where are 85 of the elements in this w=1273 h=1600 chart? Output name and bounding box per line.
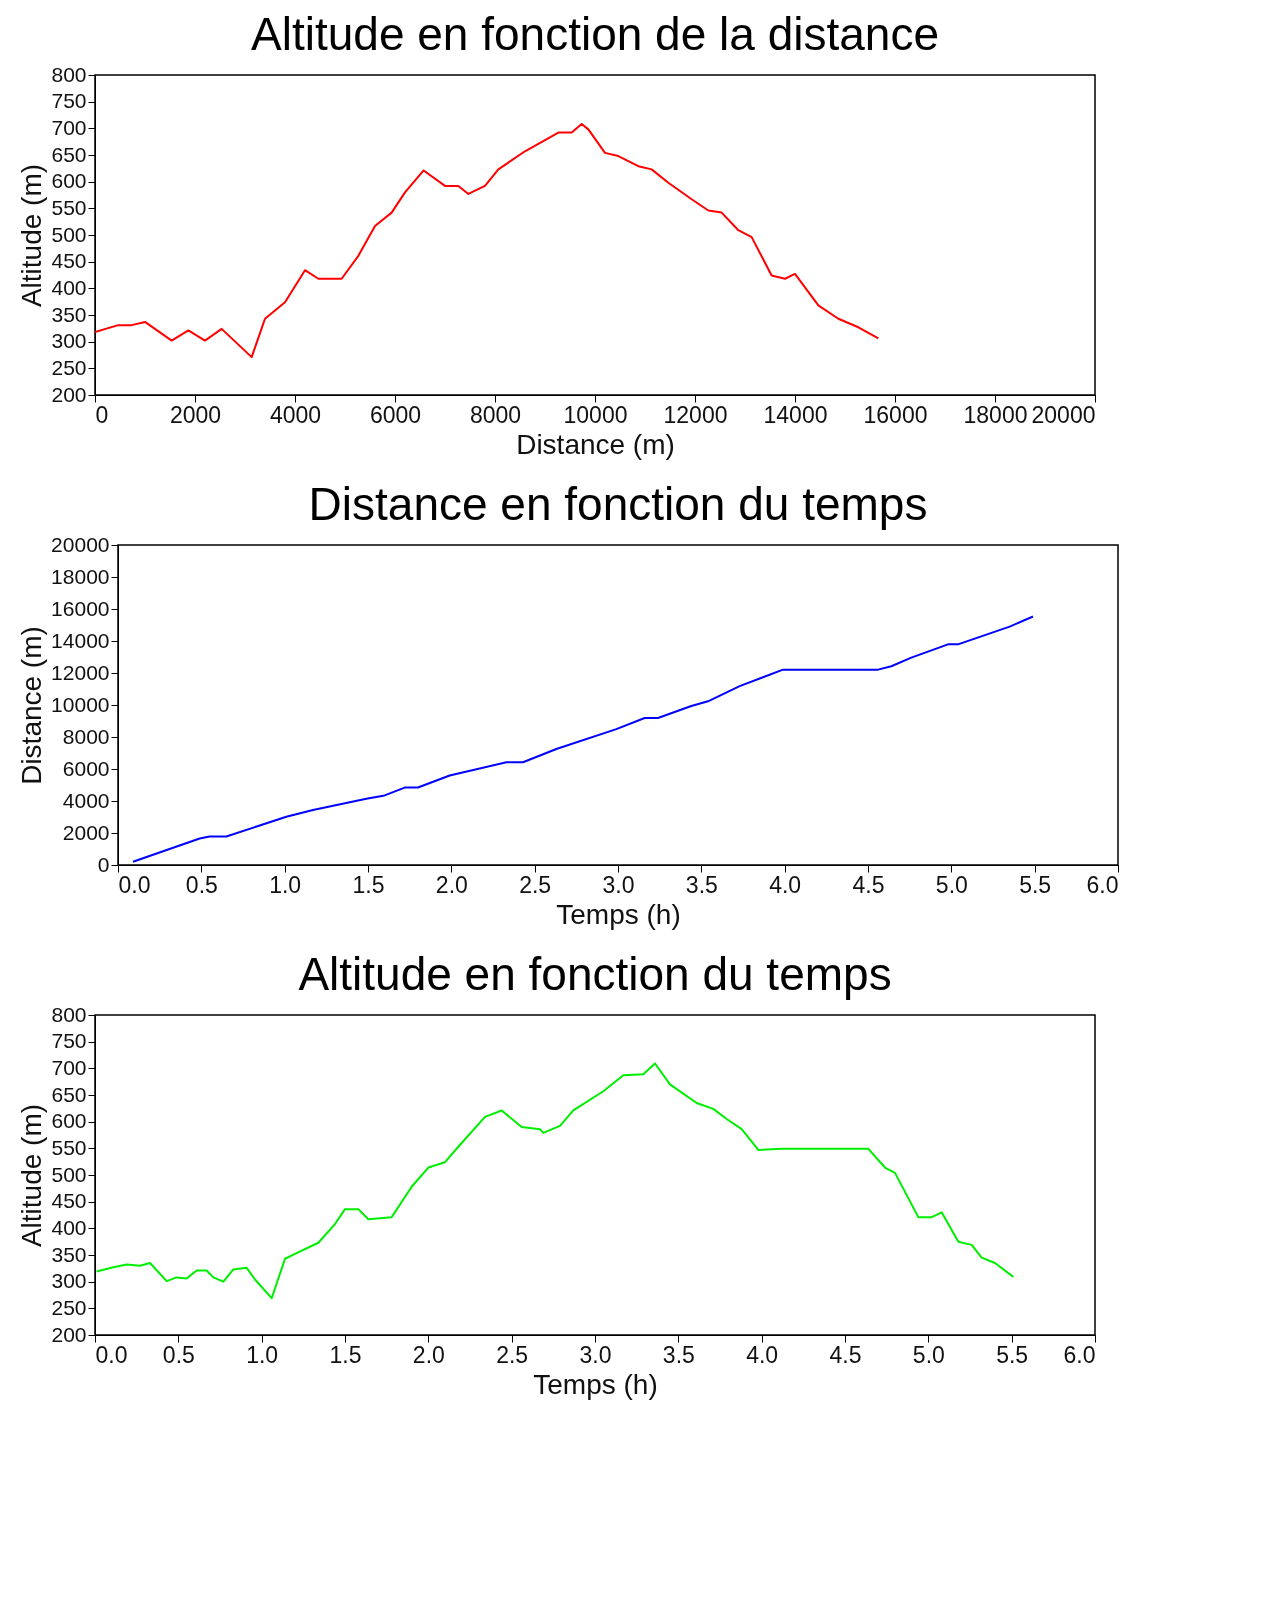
y-tick-label: 0 [97, 852, 110, 876]
y-tick-label: 750 [51, 89, 87, 113]
x-tick-label: 4.0 [769, 871, 802, 898]
x-tick-label: 3.0 [602, 871, 635, 898]
x-tick-label: 5.5 [1019, 871, 1052, 898]
y-tick-label: 300 [51, 329, 87, 353]
y-tick-label: 650 [51, 142, 87, 166]
x-axis-title: Temps (h) [533, 1368, 658, 1400]
y-axis-title: Distance (m) [16, 626, 48, 785]
x-tick-label: 4.5 [829, 1341, 862, 1368]
y-tick-label: 10000 [51, 692, 110, 716]
y-tick-label: 800 [51, 62, 87, 86]
chart-title: Distance en fonction du temps [308, 478, 928, 530]
x-tick-label: 2.0 [412, 1341, 445, 1368]
x-axis-title: Distance (m) [516, 428, 675, 460]
y-tick-label: 500 [51, 1162, 87, 1186]
y-tick-label: 250 [51, 355, 87, 379]
y-tick-label: 750 [51, 1029, 87, 1053]
x-tick-label: 3.0 [579, 1341, 612, 1368]
x-tick-label: 8000 [469, 401, 522, 428]
x-tick-label: 6.0 [1086, 871, 1119, 898]
y-tick-label: 8000 [62, 724, 110, 748]
x-tick-label: 4.0 [746, 1341, 779, 1368]
y-tick-label: 2000 [62, 820, 110, 844]
x-tick-label: 4.5 [852, 871, 885, 898]
x-tick-label: 0.0 [118, 871, 151, 898]
line-series [132, 615, 1034, 863]
y-tick-label: 350 [51, 302, 87, 326]
x-tick-label: 2.5 [496, 1341, 529, 1368]
x-tick-label: 1.5 [352, 871, 385, 898]
y-tick-label: 550 [51, 1135, 87, 1159]
y-tick-label: 800 [51, 1002, 87, 1026]
y-tick-label: 400 [51, 1215, 87, 1239]
chart-title: Altitude en fonction du temps [298, 948, 892, 1000]
x-tick-label: 0.5 [185, 871, 218, 898]
line-series [95, 123, 880, 359]
y-tick-label: 550 [51, 195, 87, 219]
x-tick-label: 1.0 [269, 871, 302, 898]
y-tick-label: 300 [51, 1269, 87, 1293]
y-tick-label: 600 [51, 169, 87, 193]
y-tick-label: 650 [51, 1082, 87, 1106]
x-tick-label: 12000 [663, 401, 728, 428]
x-tick-label: 1.0 [246, 1341, 279, 1368]
x-tick-label: 2.0 [435, 871, 468, 898]
x-tick-label: 3.5 [685, 871, 718, 898]
x-tick-label: 5.0 [912, 1341, 945, 1368]
chart-title: Altitude en fonction de la distance [251, 8, 939, 60]
y-tick-label: 250 [51, 1295, 87, 1319]
x-tick-label: 6000 [369, 401, 422, 428]
x-tick-label: 2.5 [519, 871, 552, 898]
y-tick-label: 20000 [51, 532, 110, 556]
y-tick-label: 200 [51, 1322, 87, 1346]
y-tick-label: 200 [51, 382, 87, 406]
x-tick-label: 18000 [963, 401, 1028, 428]
x-tick-label: 14000 [763, 401, 828, 428]
y-tick-label: 500 [51, 222, 87, 246]
x-tick-label: 2000 [169, 401, 222, 428]
x-tick-label: 0.0 [95, 1341, 128, 1368]
x-tick-label: 10000 [563, 401, 628, 428]
y-tick-label: 450 [51, 1189, 87, 1213]
y-tick-label: 600 [51, 1109, 87, 1133]
x-tick-label: 6.0 [1063, 1341, 1096, 1368]
x-tick-label: 0.5 [162, 1341, 195, 1368]
x-tick-label: 3.5 [662, 1341, 695, 1368]
y-tick-label: 400 [51, 275, 87, 299]
y-tick-label: 6000 [62, 756, 110, 780]
y-tick-label: 450 [51, 249, 87, 273]
y-tick-label: 700 [51, 1055, 87, 1079]
y-tick-label: 18000 [51, 564, 110, 588]
y-tick-label: 16000 [51, 596, 110, 620]
x-tick-label: 16000 [863, 401, 928, 428]
x-tick-label: 20000 [1031, 401, 1096, 428]
y-tick-label: 350 [51, 1242, 87, 1266]
y-axis-title: Altitude (m) [16, 1103, 48, 1248]
y-tick-label: 12000 [51, 660, 110, 684]
x-axis-title: Temps (h) [556, 898, 681, 930]
y-axis-title: Altitude (m) [16, 163, 48, 308]
x-tick-label: 5.0 [935, 871, 968, 898]
x-tick-label: 5.5 [996, 1341, 1029, 1368]
x-tick-label: 4000 [269, 401, 322, 428]
line-series [95, 1062, 1015, 1300]
y-tick-label: 4000 [62, 788, 110, 812]
y-tick-label: 14000 [51, 628, 110, 652]
x-tick-label: 1.5 [329, 1341, 362, 1368]
y-tick-label: 700 [51, 115, 87, 139]
